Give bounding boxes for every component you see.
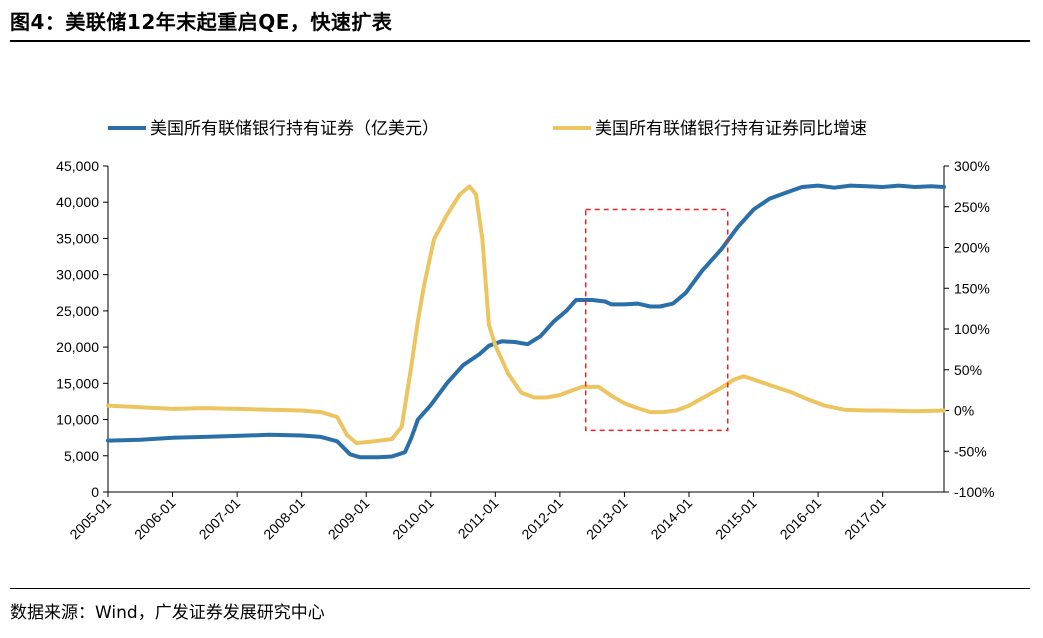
y-left-tick-label: 30,000 <box>56 267 99 283</box>
y-right-tick-label: 200% <box>954 240 990 256</box>
y-left-tick-label: 20,000 <box>56 339 99 355</box>
y-right-tick-label: 0% <box>954 403 974 419</box>
x-tick-label: 2009-01 <box>325 495 373 543</box>
x-tick-label: 2014-01 <box>647 495 695 543</box>
x-tick-label: 2012-01 <box>518 495 566 543</box>
y-left-tick-label: 25,000 <box>56 303 99 319</box>
y-right-tick-label: -50% <box>954 443 987 459</box>
y-left-tick-label: 0 <box>91 484 99 500</box>
legend-item-yoy-label: 美国所有联储银行持有证券同比增速 <box>595 119 867 139</box>
chart-area: 美国所有联储银行持有证券（亿美元） 美国所有联储银行持有证券同比增速 0 5,000… <box>56 119 994 542</box>
y-left-tick-label: 15,000 <box>56 375 99 391</box>
yoy-series-line <box>106 184 946 446</box>
y-left-tick-label: 35,000 <box>56 230 99 246</box>
series-lines <box>106 183 946 460</box>
x-tick-label: 2017-01 <box>841 495 889 543</box>
tick-labels: 0 5,000 10,000 15,000 20,000 25,000 30,000 35,0… <box>56 158 994 542</box>
highlight-box <box>584 208 729 432</box>
x-tick-label: 2010-01 <box>389 495 437 543</box>
x-tick-label: 2015-01 <box>712 495 760 543</box>
x-tick-label: 2013-01 <box>583 495 631 543</box>
y-right-tick-label: 100% <box>954 321 990 337</box>
annotations <box>584 208 729 432</box>
source-rule <box>10 588 1030 589</box>
y-right-tick-label: 300% <box>954 158 990 174</box>
y-left-tick-label: 40,000 <box>56 194 99 210</box>
y-left-tick-label: 10,000 <box>56 412 99 428</box>
y-left-tick-label: 5,000 <box>64 448 99 464</box>
x-tick-label: 2011-01 <box>455 495 502 542</box>
y-right-tick-label: 50% <box>954 362 982 378</box>
y-right-tick-label: 150% <box>954 280 990 296</box>
source-note: 数据来源：Wind，广发证券发展研究中心 <box>10 603 325 623</box>
x-tick-label: 2016-01 <box>777 495 825 543</box>
axes <box>103 165 949 497</box>
x-tick-label: 2005-01 <box>66 495 114 543</box>
figure-title: 图4：美联储12年末起重启QE，快速扩表 <box>10 10 393 34</box>
x-tick-label: 2006-01 <box>131 495 179 543</box>
legend: 美国所有联储银行持有证券（亿美元） 美国所有联储银行持有证券同比增速 <box>108 119 867 139</box>
y-left-tick-label: 45,000 <box>56 158 99 174</box>
x-tick-label: 2007-01 <box>196 495 244 543</box>
holdings-series-line <box>106 183 946 460</box>
title-rule <box>10 40 1030 42</box>
y-right-tick-label: 250% <box>954 199 990 215</box>
legend-item-holdings-label: 美国所有联储银行持有证券（亿美元） <box>150 119 439 139</box>
y-right-tick-label: -100% <box>954 484 994 500</box>
x-tick-label: 2008-01 <box>260 495 308 543</box>
